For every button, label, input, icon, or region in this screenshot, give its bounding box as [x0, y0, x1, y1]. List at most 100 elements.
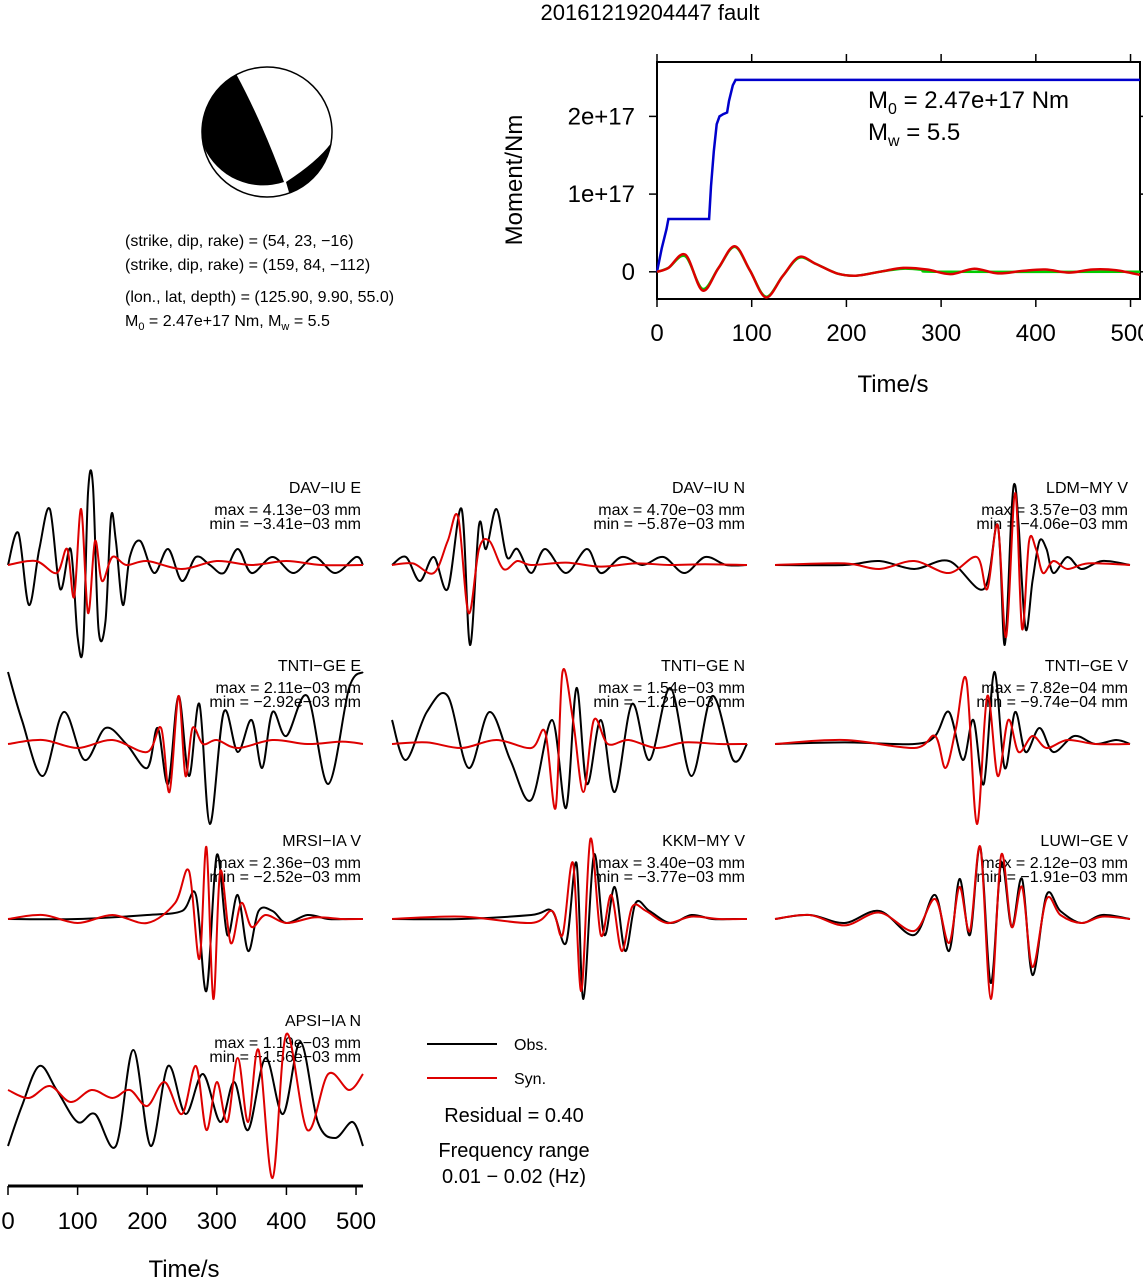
station-label: TNTI−GE V	[1045, 658, 1128, 675]
station-max: max = 7.82e−04 mm	[981, 680, 1128, 697]
synthetic-trace	[774, 491, 1131, 639]
moment-ylabel: Moment/Nm	[501, 115, 528, 246]
beachball-compressional-quadrant	[201, 74, 284, 186]
station-max: max = 2.11e−03 mm	[215, 680, 361, 697]
station-min: min = −9.74e−04 mm	[976, 694, 1128, 711]
observed-trace	[7, 853, 363, 993]
station-max: max = 3.40e−03 mm	[598, 855, 745, 872]
moment-series-red	[656, 244, 1141, 299]
station-min: min = −1.56e−03 mm	[209, 1049, 361, 1066]
observed-trace	[7, 671, 364, 826]
waveform-xtick-label: 200	[127, 1208, 167, 1235]
nodal-plane-2: (strike, dip, rake) = (159, 84, −112)	[125, 257, 370, 274]
synthetic-trace	[7, 1032, 364, 1180]
station-max: max = 2.36e−03 mm	[214, 855, 361, 872]
station-max: max = 1.19e−03 mm	[214, 1035, 361, 1052]
station-max: max = 4.70e−03 mm	[598, 502, 745, 519]
station-label: TNTI−GE E	[278, 658, 361, 675]
mw-panel-subscript: w	[887, 133, 900, 150]
station-min: min = −3.77e−03 mm	[593, 869, 745, 886]
station-label: DAV−IU E	[289, 480, 361, 497]
waveform-xtick-label: 400	[266, 1208, 306, 1235]
m0-symbol: M	[868, 87, 888, 114]
observed-trace	[7, 469, 364, 659]
moment-mw-annotation: Mw = 5.5	[868, 119, 960, 150]
mw-symbol: M	[868, 119, 888, 146]
moment-value: = 2.47e+17 Nm, M	[144, 313, 281, 330]
moment-xtick-label: 100	[732, 320, 772, 347]
nodal-plane-1: (strike, dip, rake) = (54, 23, −16)	[125, 233, 354, 250]
station-min: min = −3.41e−03 mm	[209, 516, 361, 533]
moment-magnitude-line: M0 = 2.47e+17 Nm, Mw = 5.5	[125, 313, 330, 333]
station-label: APSI−IA N	[285, 1013, 361, 1030]
moment-ytick-label: 1e+17	[568, 181, 635, 208]
moment-symbol: M	[125, 313, 138, 330]
synthetic-trace	[7, 845, 364, 1001]
beachball	[201, 66, 333, 198]
m0-value: = 2.47e+17 Nm	[897, 87, 1069, 114]
moment-ytick-label: 2e+17	[568, 103, 635, 130]
moment-chart-frame	[656, 61, 1141, 300]
station-label: MRSI−IA V	[282, 833, 361, 850]
beachball-compressional-quadrant	[286, 143, 332, 194]
observed-trace	[391, 686, 748, 810]
synthetic-trace	[774, 845, 1131, 1001]
observed-trace	[774, 670, 1131, 786]
waveform-xtick-label: 0	[1, 1208, 14, 1235]
station-label: KKM−MY V	[662, 833, 745, 850]
synthetic-trace	[774, 675, 1131, 826]
moment-m0-annotation: M0 = 2.47e+17 Nm	[868, 87, 1069, 118]
frequency-range-label: Frequency range	[438, 1140, 589, 1162]
station-min: min = −1.91e−03 mm	[976, 869, 1128, 886]
waveform-time-axis: 0 100 200 300 400 500	[1, 1184, 376, 1235]
station-min: min = −5.87e−03 mm	[593, 516, 745, 533]
moment-ytick-label: 0	[622, 259, 635, 286]
station-min: min = −2.92e−03 mm	[209, 694, 361, 711]
waveform-xlabel: Time/s	[148, 1256, 219, 1281]
waveform-xtick-label: 300	[197, 1208, 237, 1235]
waveform-xtick-label: 500	[336, 1208, 376, 1235]
station-label: TNTI−GE N	[661, 658, 745, 675]
m0-subscript: 0	[888, 101, 897, 118]
synthetic-trace	[391, 837, 748, 993]
legend-syn-label: Syn.	[514, 1071, 546, 1088]
mw-value: = 5.5	[289, 313, 330, 330]
mw-panel-value: = 5.5	[900, 119, 961, 146]
observed-trace	[391, 507, 748, 647]
frequency-range-value: 0.01 − 0.02 (Hz)	[442, 1166, 586, 1188]
moment-subscript: 0	[138, 321, 144, 333]
station-min: min = −1.21e−03 mm	[593, 694, 745, 711]
observed-trace	[7, 1040, 364, 1149]
moment-xtick-label: 500	[1111, 320, 1143, 347]
moment-xtick-label: 200	[826, 320, 866, 347]
mw-subscript: w	[280, 321, 289, 333]
synthetic-trace	[7, 507, 364, 615]
station-label: LUWI−GE V	[1040, 833, 1128, 850]
residual-label: Residual = 0.40	[444, 1105, 584, 1127]
moment-xtick-label: 0	[650, 320, 663, 347]
figure-title: 20161219204447 fault	[541, 0, 760, 25]
observed-trace	[774, 482, 1131, 647]
station-min: min = −2.52e−03 mm	[209, 869, 361, 886]
waveform-xtick-label: 100	[58, 1208, 98, 1235]
mechanism-info: (strike, dip, rake) = (54, 23, −16) (str…	[125, 233, 394, 333]
station-label: LDM−MY V	[1046, 480, 1128, 497]
synthetic-trace	[7, 694, 364, 794]
synthetic-trace	[391, 668, 748, 810]
moment-xlabel: Time/s	[857, 371, 928, 398]
station-label: DAV−IU N	[672, 480, 745, 497]
legend-obs-label: Obs.	[514, 1037, 548, 1054]
moment-xtick-label: 400	[1016, 320, 1056, 347]
station-max: max = 4.13e−03 mm	[214, 502, 361, 519]
